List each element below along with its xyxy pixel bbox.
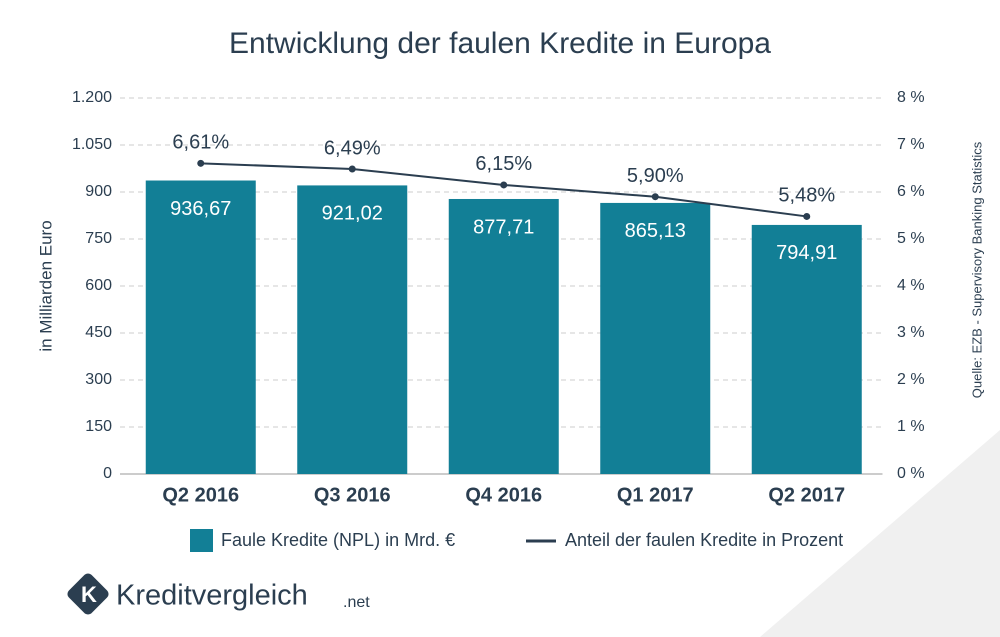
- x-tick-label: Q4 2016: [465, 484, 542, 506]
- legend-swatch: [190, 529, 213, 552]
- y2-tick-label: 5 %: [897, 230, 925, 247]
- y-tick-label: 0: [103, 465, 112, 482]
- bar-value-label: 921,02: [322, 203, 383, 225]
- legend-label: Anteil der faulen Kredite in Prozent: [565, 530, 843, 550]
- legend-label: Faule Kredite (NPL) in Mrd. €: [221, 530, 455, 550]
- y2-tick-label: 1 %: [897, 418, 925, 435]
- decoration: [760, 430, 1000, 637]
- logo-icon-letter: K: [81, 582, 97, 607]
- y-tick-label: 900: [85, 183, 112, 200]
- line-point: [197, 159, 205, 167]
- bar-value-label: 794,91: [776, 242, 837, 264]
- bar-value-label: 865,13: [625, 220, 686, 242]
- line-value-label: 6,49%: [324, 137, 381, 159]
- line-value-label: 5,90%: [627, 165, 684, 187]
- bar: [600, 202, 711, 474]
- line-point: [348, 165, 356, 173]
- y-tick-label: 750: [85, 230, 112, 247]
- x-tick-label: Q1 2017: [617, 484, 694, 506]
- bar-value-label: 877,71: [473, 216, 534, 238]
- y-tick-label: 300: [85, 371, 112, 388]
- y-tick-label: 450: [85, 324, 112, 341]
- y2-tick-label: 6 %: [897, 183, 925, 200]
- y-tick-label: 150: [85, 418, 112, 435]
- line-value-label: 6,61%: [172, 132, 229, 154]
- source: Quelle: EZB - Supervisory Banking Statis…: [969, 141, 984, 398]
- y2-tick-label: 0 %: [897, 465, 925, 482]
- y-tick-label: 1.200: [72, 89, 112, 106]
- line-value-label: 5,48%: [778, 185, 835, 207]
- x-tick-label: Q2 2017: [768, 484, 845, 506]
- y-axis-label: in Milliarden Euro: [36, 220, 55, 351]
- y2-tick-label: 2 %: [897, 371, 925, 388]
- logo: K Kreditvergleich .net: [67, 573, 370, 615]
- line-value-label: 6,15%: [475, 153, 532, 175]
- line-point: [500, 181, 508, 189]
- logo-icon: [67, 573, 109, 615]
- y2-tick-label: 4 %: [897, 277, 925, 294]
- y-tick-label: 600: [85, 277, 112, 294]
- x-tick-label: Q2 2016: [162, 484, 239, 506]
- y-tick-label: 1.050: [72, 136, 112, 153]
- line-point: [651, 193, 659, 201]
- chart-title: Entwicklung der faulen Kredite in Europa: [229, 27, 771, 60]
- y2-tick-label: 7 %: [897, 136, 925, 153]
- bar: [297, 185, 408, 474]
- line-point: [803, 212, 811, 220]
- logo-name: Kreditvergleich: [116, 580, 308, 612]
- y2-tick-label: 3 %: [897, 324, 925, 341]
- bar-value-label: 936,67: [170, 198, 231, 220]
- bar: [751, 224, 862, 474]
- x-tick-label: Q3 2016: [314, 484, 391, 506]
- logo-suffix: .net: [343, 594, 370, 611]
- bar: [448, 198, 559, 475]
- y2-tick-label: 8 %: [897, 89, 925, 106]
- bar: [145, 180, 256, 474]
